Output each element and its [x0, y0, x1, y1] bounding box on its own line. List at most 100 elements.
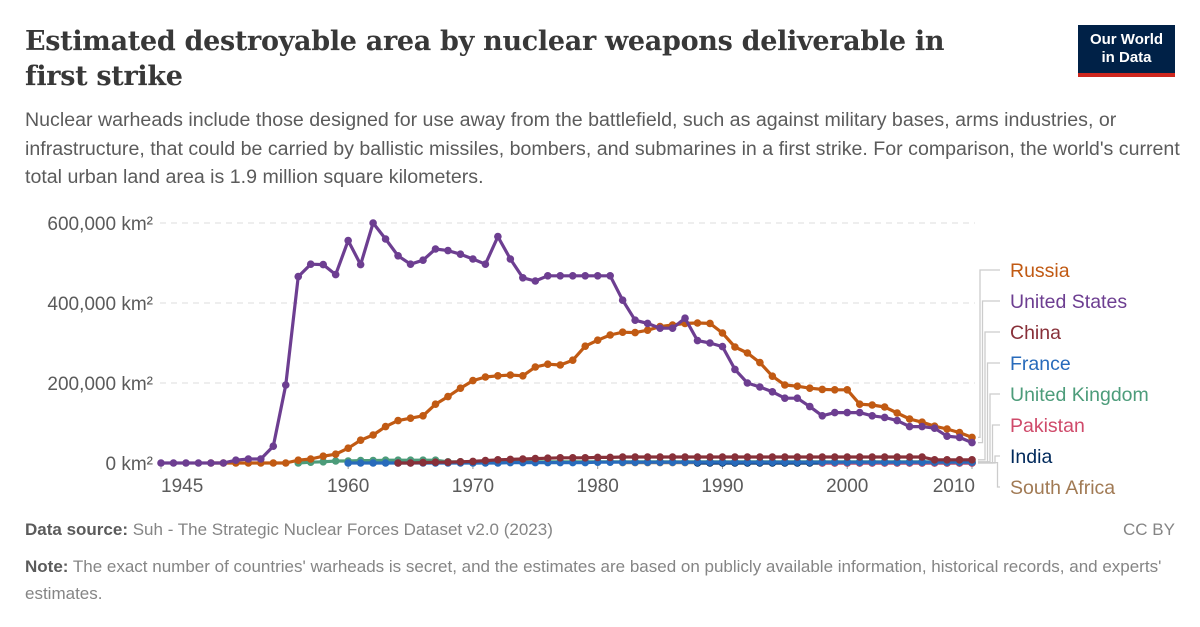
data-point[interactable] — [456, 250, 465, 258]
data-point[interactable] — [968, 456, 976, 464]
data-point[interactable] — [868, 412, 876, 420]
data-point[interactable] — [693, 319, 702, 327]
data-point[interactable] — [543, 272, 552, 280]
data-point[interactable] — [806, 402, 814, 411]
data-point[interactable] — [419, 412, 427, 420]
data-point[interactable] — [781, 458, 789, 467]
data-point[interactable] — [606, 331, 614, 339]
data-point[interactable] — [207, 459, 215, 467]
data-point[interactable] — [818, 412, 827, 420]
data-point[interactable] — [756, 458, 764, 467]
data-point[interactable] — [182, 459, 190, 467]
data-point[interactable] — [880, 458, 889, 467]
data-point[interactable] — [394, 416, 402, 425]
data-point[interactable] — [232, 456, 240, 465]
data-point[interactable] — [556, 361, 565, 369]
data-point[interactable] — [955, 456, 964, 464]
series-united-states[interactable] — [157, 219, 976, 467]
data-point[interactable] — [593, 453, 602, 462]
data-point[interactable] — [506, 255, 515, 263]
data-point[interactable] — [406, 260, 415, 269]
data-point[interactable] — [531, 277, 540, 285]
data-point[interactable] — [718, 453, 727, 461]
data-point[interactable] — [481, 260, 490, 269]
data-point[interactable] — [818, 453, 827, 461]
data-point[interactable] — [830, 453, 839, 461]
data-point[interactable] — [818, 385, 827, 394]
data-point[interactable] — [593, 272, 602, 280]
legend-label[interactable]: United States — [1010, 291, 1127, 313]
data-point[interactable] — [756, 383, 764, 391]
data-point[interactable] — [718, 329, 727, 337]
data-point[interactable] — [319, 452, 328, 461]
data-point[interactable] — [768, 388, 777, 396]
data-point[interactable] — [543, 454, 552, 463]
data-point[interactable] — [768, 453, 777, 461]
data-point[interactable] — [431, 400, 440, 409]
data-point[interactable] — [618, 458, 627, 467]
data-point[interactable] — [494, 456, 502, 464]
data-point[interactable] — [306, 455, 315, 463]
data-point[interactable] — [855, 408, 864, 417]
data-point[interactable] — [369, 431, 377, 439]
data-point[interactable] — [444, 246, 452, 255]
data-point[interactable] — [806, 453, 814, 461]
data-point[interactable] — [731, 365, 739, 374]
data-point[interactable] — [868, 453, 876, 461]
data-point[interactable] — [543, 360, 552, 369]
data-point[interactable] — [793, 394, 802, 403]
data-point[interactable] — [668, 458, 677, 467]
data-point[interactable] — [257, 455, 265, 463]
data-point[interactable] — [868, 458, 876, 467]
data-point[interactable] — [955, 433, 964, 442]
data-point[interactable] — [169, 459, 178, 467]
data-point[interactable] — [656, 458, 664, 467]
data-point[interactable] — [269, 459, 278, 467]
data-point[interactable] — [593, 336, 602, 345]
data-point[interactable] — [519, 455, 527, 463]
data-point[interactable] — [568, 454, 577, 462]
data-point[interactable] — [556, 454, 565, 462]
data-point[interactable] — [319, 458, 328, 466]
data-point[interactable] — [843, 453, 852, 461]
series-china[interactable] — [394, 453, 976, 467]
data-point[interactable] — [743, 379, 752, 387]
data-point[interactable] — [706, 458, 714, 467]
data-point[interactable] — [968, 438, 976, 447]
data-point[interactable] — [581, 342, 590, 351]
data-point[interactable] — [793, 382, 802, 391]
data-point[interactable] — [793, 453, 802, 461]
data-point[interactable] — [893, 416, 901, 425]
data-point[interactable] — [244, 455, 253, 463]
data-point[interactable] — [768, 458, 777, 467]
data-point[interactable] — [581, 454, 590, 462]
series-russia[interactable] — [207, 319, 976, 467]
data-point[interactable] — [830, 408, 839, 417]
data-point[interactable] — [781, 453, 789, 461]
source-text[interactable]: Suh - The Strategic Nuclear Forces Datas… — [132, 520, 553, 539]
data-point[interactable] — [918, 453, 926, 461]
data-point[interactable] — [693, 453, 702, 461]
data-point[interactable] — [456, 458, 465, 466]
data-point[interactable] — [756, 453, 764, 461]
data-point[interactable] — [356, 459, 365, 467]
data-point[interactable] — [394, 252, 402, 260]
data-point[interactable] — [431, 458, 440, 467]
data-point[interactable] — [369, 459, 377, 467]
legend-label[interactable]: China — [1010, 322, 1061, 344]
data-point[interactable] — [568, 356, 577, 365]
data-point[interactable] — [781, 394, 789, 403]
legend-label[interactable]: United Kingdom — [1010, 384, 1149, 406]
data-point[interactable] — [444, 392, 452, 401]
legend-label[interactable]: Russia — [1010, 260, 1070, 282]
data-point[interactable] — [818, 458, 827, 467]
data-point[interactable] — [643, 453, 652, 461]
data-point[interactable] — [419, 458, 427, 467]
data-point[interactable] — [768, 372, 777, 381]
data-point[interactable] — [581, 272, 590, 280]
data-point[interactable] — [843, 408, 852, 417]
data-point[interactable] — [880, 453, 889, 461]
data-point[interactable] — [481, 373, 490, 381]
data-point[interactable] — [331, 457, 340, 465]
data-point[interactable] — [781, 381, 789, 389]
